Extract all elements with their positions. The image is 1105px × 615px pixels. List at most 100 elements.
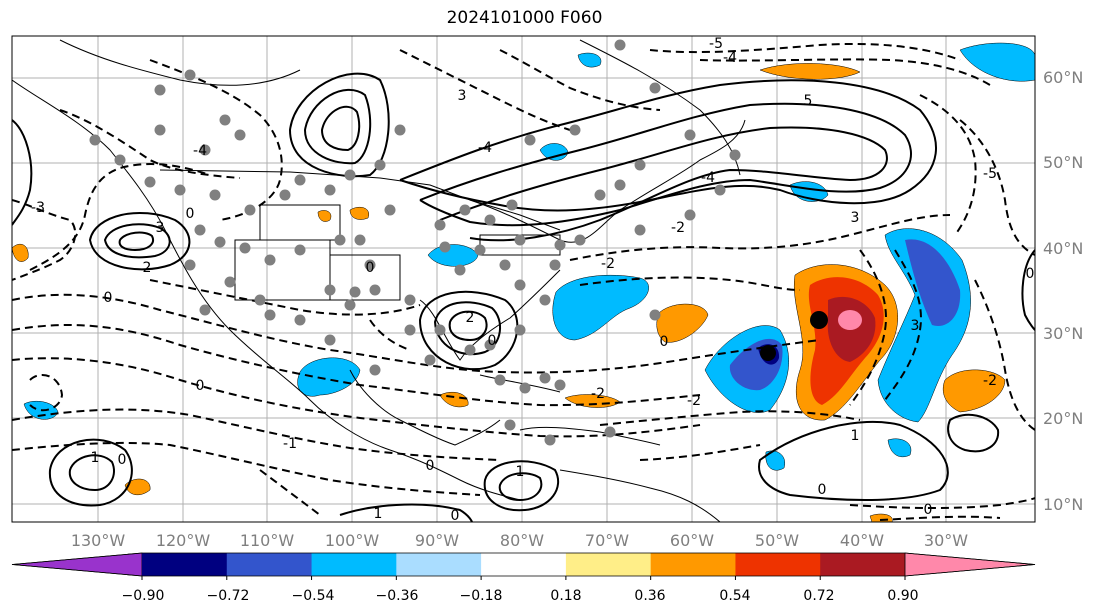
marker-dot: [244, 204, 256, 216]
longitude-labels: 130°W 120°W 110°W 100°W 90°W 80°W 70°W 6…: [71, 531, 968, 550]
marker-dot: [294, 314, 306, 326]
shade-patch: [552, 274, 649, 341]
marker-dot: [234, 129, 246, 141]
shade-patch: [959, 42, 1035, 82]
marker-dot: [634, 224, 646, 236]
contour-label: -2: [601, 256, 615, 272]
lon-label: 30°W: [924, 531, 968, 550]
lat-label: 30°N: [1043, 324, 1083, 343]
marker-dot: [324, 334, 336, 346]
latitude-labels: 60°N 50°N 40°N 30°N 20°N 10°N: [1043, 68, 1083, 514]
contour-label: 2: [466, 310, 475, 326]
map-background: [12, 36, 1035, 522]
contour-label: 0: [818, 482, 827, 498]
marker-dot: [344, 169, 356, 181]
marker-dot: [154, 124, 166, 136]
marker-dot: [199, 304, 211, 316]
lon-label: 50°W: [755, 531, 799, 550]
contour-label: 0: [660, 334, 669, 350]
marker-dot: [219, 114, 231, 126]
marker-dot: [499, 259, 511, 271]
colorbar-label: 0.36: [634, 588, 665, 604]
contour-label: -1: [283, 436, 297, 452]
marker-dot: [506, 199, 518, 211]
marker-dot: [384, 204, 396, 216]
lon-label: 70°W: [585, 531, 629, 550]
marker-dot: [369, 364, 381, 376]
contour-label: -2: [983, 373, 997, 389]
marker-dot: [349, 286, 361, 298]
marker-dot: [714, 184, 726, 196]
marker-dot: [279, 189, 291, 201]
shade-patch: [349, 207, 370, 220]
contour-label: 0: [366, 260, 375, 276]
colorbar-label: 0.72: [803, 588, 834, 604]
shade-patch: [124, 478, 151, 496]
marker-dots: [89, 39, 741, 446]
marker-dot: [484, 214, 496, 226]
contour-label: 0: [118, 452, 127, 468]
contour-lines: [12, 72, 1035, 522]
marker-dot: [114, 154, 126, 166]
contour-label: 0: [196, 378, 205, 394]
marker-dot: [154, 84, 166, 96]
marker-dot: [294, 244, 306, 256]
marker-dot: [684, 129, 696, 141]
contour-label: 0: [924, 502, 933, 518]
colorbar-bin: [311, 553, 397, 576]
marker-dot: [199, 144, 211, 156]
marker-dot: [514, 324, 526, 336]
marker-dot: [514, 279, 526, 291]
marker-dot: [549, 259, 561, 271]
marker-dot: [394, 124, 406, 136]
marker-dot: [214, 236, 226, 248]
contour-label: 5: [804, 93, 813, 109]
lat-label: 10°N: [1043, 495, 1083, 514]
marker-dot: [324, 184, 336, 196]
lon-label: 60°W: [670, 531, 714, 550]
shade-patch: [317, 210, 332, 222]
colorbar-bin: [142, 553, 228, 576]
shade-patch: [887, 438, 912, 458]
contour-label: 1: [516, 464, 525, 480]
marker-dot: [504, 419, 516, 431]
marker-dot: [554, 239, 566, 251]
marker-dot: [649, 82, 661, 94]
marker-dot: [324, 284, 336, 296]
shade-patch: [759, 63, 861, 80]
lat-label: 20°N: [1043, 409, 1083, 428]
colorbar-bin: [735, 553, 821, 576]
contour-label: 0: [426, 458, 435, 474]
contour-label: -3: [31, 200, 45, 216]
contour-label: 0: [488, 333, 497, 349]
colorbar-bin: [820, 553, 906, 576]
contour-label: 3: [458, 88, 467, 104]
marker-dot: [404, 324, 416, 336]
contour-label: -2: [671, 220, 685, 236]
marker-dot: [539, 372, 551, 384]
marker-dot: [264, 254, 276, 266]
contour-label: -4: [478, 140, 492, 156]
colorbar-label: −0.72: [207, 588, 250, 604]
marker-dot: [374, 159, 386, 171]
marker-dot: [144, 176, 156, 188]
marker-dot: [254, 294, 266, 306]
contour-lines-dashed: [12, 42, 1035, 521]
lat-label: 40°N: [1043, 239, 1083, 258]
shade-patch: [838, 310, 862, 330]
contour-label: 3: [156, 220, 165, 236]
colorbar-label: 0.54: [719, 588, 750, 604]
marker-dot: [174, 184, 186, 196]
contour-label: 1: [851, 428, 860, 444]
marker-dot: [439, 241, 451, 253]
marker-dot: [209, 189, 221, 201]
contour-label: -2: [687, 393, 701, 409]
colorbar-label: −0.54: [292, 588, 335, 604]
marker-dot: [519, 382, 531, 394]
coastlines: [12, 39, 746, 522]
marker-dot: [574, 234, 586, 246]
contour-label: 0: [451, 508, 460, 524]
marker-dot: [524, 134, 536, 146]
marker-dot: [614, 179, 626, 191]
lon-label: 130°W: [71, 531, 126, 550]
